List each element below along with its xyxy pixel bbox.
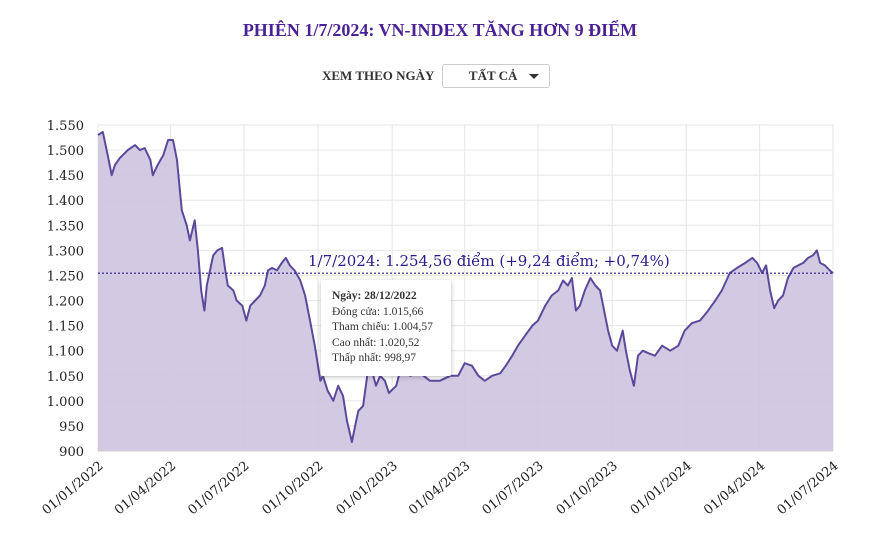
x-tick-label: 01/10/2023 [554,459,621,519]
x-tick-label: 01/07/2022 [185,459,252,519]
y-tick-label: 950 [59,420,84,435]
y-tick-label: 1.000 [47,395,84,410]
tooltip: Ngày: 28/12/2022 Đóng cửa: 1.015,66 Tham… [321,280,451,376]
reference-label: 1/7/2024: 1.254,56 điểm (+9,24 điểm; +0,… [308,252,670,270]
y-tick-label: 1.150 [47,320,84,335]
y-tick-label: 1.250 [47,269,84,284]
caret-down-icon [529,73,540,79]
x-tick-label: 01/04/2022 [112,459,179,519]
y-tick-label: 1.050 [47,370,84,385]
x-tick-label: 01/10/2022 [260,459,327,519]
y-tick-label: 1.450 [47,169,84,184]
y-tick-label: 1.200 [47,295,84,310]
x-tick-label: 01/01/2024 [628,459,695,519]
tooltip-close: Đóng cửa: 1.015,66 [332,305,424,318]
x-tick-label: 01/01/2023 [334,459,401,519]
x-tick-label: 01/07/2023 [480,459,547,519]
x-tick-label: 01/04/2024 [701,459,768,519]
y-tick-label: 1.400 [47,194,84,209]
area-fill [98,132,833,451]
y-tick-label: 1.350 [47,219,84,234]
y-tick-label: 1.500 [47,144,84,159]
tooltip-high: Cao nhất: 1.020,52 [332,336,420,349]
tooltip-date: Ngày: 28/12/2022 [332,290,417,302]
x-tick-label: 01/07/2024 [775,459,842,519]
x-tick-label: 01/01/2022 [40,459,107,519]
x-tick-label: 01/04/2023 [406,459,473,519]
dropdown-value: TẤT CẢ [468,68,518,83]
y-tick-label: 1.550 [47,119,84,134]
chart-title: PHIÊN 1/7/2024: VN-INDEX TĂNG HƠN 9 ĐIỂM [242,20,638,40]
tooltip-low: Thấp nhất: 998,97 [332,352,416,364]
y-tick-label: 1.100 [47,345,84,360]
y-tick-label: 900 [59,445,84,460]
y-tick-label: 1.300 [47,244,84,259]
date-filter: XEM THEO NGÀY TẤT CẢ [322,64,551,88]
tooltip-reference: Tham chiếu: 1.004,57 [332,321,433,333]
filter-label: XEM THEO NGÀY [322,68,435,83]
date-range-dropdown[interactable]: TẤT CẢ [442,64,551,88]
